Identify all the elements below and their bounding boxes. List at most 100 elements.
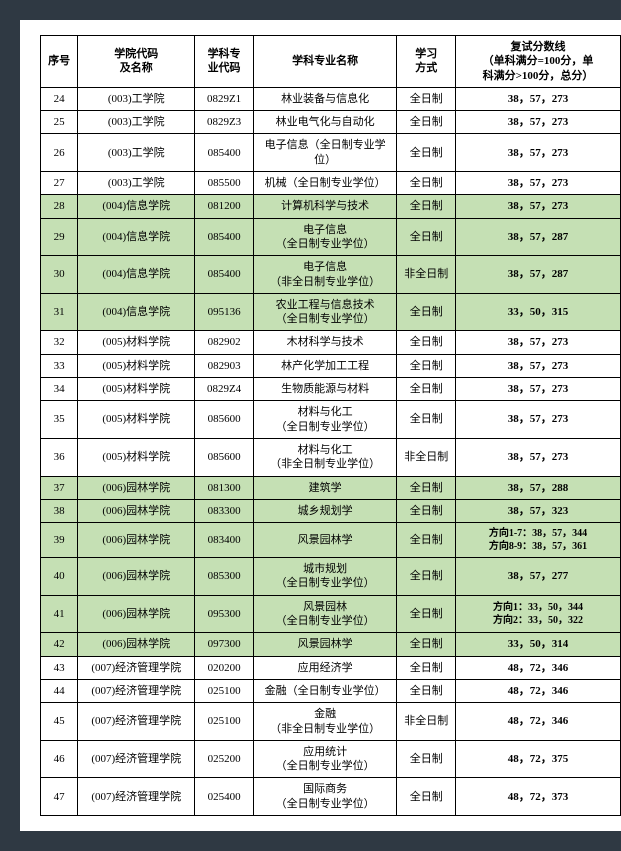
cell-score: 38，57，273: [456, 354, 621, 377]
table-row: 24(003)工学院0829Z1林业装备与信息化全日制38，57，273: [41, 87, 621, 110]
cell-major: 材料与化工（非全日制专业学位）: [253, 438, 397, 476]
cell-mode: 全日制: [397, 172, 456, 195]
cell-score: 38，57，273: [456, 134, 621, 172]
cell-seq: 32: [41, 331, 78, 354]
table-row: 34(005)材料学院0829Z4生物质能源与材料全日制38，57，273: [41, 378, 621, 401]
cell-score: 48，72，375: [456, 740, 621, 778]
cell-college: (005)材料学院: [78, 331, 195, 354]
cell-major: 建筑学: [253, 476, 397, 499]
cell-college: (005)材料学院: [78, 354, 195, 377]
table-row: 44(007)经济管理学院025100金融（全日制专业学位）全日制48，72，3…: [41, 679, 621, 702]
table-row: 47(007)经济管理学院025400国际商务（全日制专业学位）全日制48，72…: [41, 778, 621, 816]
cell-seq: 38: [41, 499, 78, 522]
cell-seq: 31: [41, 293, 78, 331]
cell-seq: 33: [41, 354, 78, 377]
table-row: 41(006)园林学院095300风景园林（全日制专业学位）全日制方向1：33，…: [41, 595, 621, 633]
cell-major: 风景园林（全日制专业学位）: [253, 595, 397, 633]
cell-seq: 24: [41, 87, 78, 110]
cell-college: (003)工学院: [78, 111, 195, 134]
cell-major: 生物质能源与材料: [253, 378, 397, 401]
cell-mode: 全日制: [397, 679, 456, 702]
cell-mode: 非全日制: [397, 703, 456, 741]
cell-score: 48，72，373: [456, 778, 621, 816]
cell-score: 38，57，277: [456, 558, 621, 596]
cell-score: 33，50，314: [456, 633, 621, 656]
cell-mode: 全日制: [397, 595, 456, 633]
cell-seq: 26: [41, 134, 78, 172]
cell-college: (004)信息学院: [78, 218, 195, 256]
cell-score: 38，57，273: [456, 87, 621, 110]
cell-code: 085400: [195, 218, 254, 256]
table-row: 27(003)工学院085500机械（全日制专业学位）全日制38，57，273: [41, 172, 621, 195]
cell-major: 机械（全日制专业学位）: [253, 172, 397, 195]
cell-code: 095300: [195, 595, 254, 633]
table-row: 33(005)材料学院082903林产化学加工工程全日制38，57，273: [41, 354, 621, 377]
cell-mode: 全日制: [397, 378, 456, 401]
cell-major: 材料与化工（全日制专业学位）: [253, 401, 397, 439]
cell-code: 085600: [195, 401, 254, 439]
header-row: 序号 学院代码及名称 学科专业代码 学科专业名称 学习方式 复试分数线（单科满分…: [41, 36, 621, 88]
table-header: 序号 学院代码及名称 学科专业代码 学科专业名称 学习方式 复试分数线（单科满分…: [41, 36, 621, 88]
cell-seq: 25: [41, 111, 78, 134]
cell-score: 38，57，287: [456, 218, 621, 256]
cell-score: 38，57，273: [456, 195, 621, 218]
cell-mode: 全日制: [397, 218, 456, 256]
cell-major: 应用统计（全日制专业学位）: [253, 740, 397, 778]
header-college: 学院代码及名称: [78, 36, 195, 88]
cell-score: 38，57，288: [456, 476, 621, 499]
cell-score: 38，57，273: [456, 378, 621, 401]
cell-score: 38，57，323: [456, 499, 621, 522]
cell-college: (004)信息学院: [78, 195, 195, 218]
cell-college: (003)工学院: [78, 172, 195, 195]
table-row: 40(006)园林学院085300城市规划（全日制专业学位）全日制38，57，2…: [41, 558, 621, 596]
cell-seq: 42: [41, 633, 78, 656]
header-major: 学科专业名称: [253, 36, 397, 88]
table-row: 46(007)经济管理学院025200应用统计（全日制专业学位）全日制48，72…: [41, 740, 621, 778]
cell-mode: 全日制: [397, 778, 456, 816]
cell-college: (007)经济管理学院: [78, 740, 195, 778]
cell-college: (004)信息学院: [78, 256, 195, 294]
cell-seq: 36: [41, 438, 78, 476]
table-row: 36(005)材料学院085600材料与化工（非全日制专业学位）非全日制38，5…: [41, 438, 621, 476]
cell-mode: 全日制: [397, 331, 456, 354]
cell-major: 电子信息（非全日制专业学位）: [253, 256, 397, 294]
cell-code: 025200: [195, 740, 254, 778]
table-row: 45(007)经济管理学院025100金融（非全日制专业学位）非全日制48，72…: [41, 703, 621, 741]
cell-mode: 全日制: [397, 523, 456, 558]
cell-code: 025100: [195, 679, 254, 702]
header-code: 学科专业代码: [195, 36, 254, 88]
cell-mode: 全日制: [397, 476, 456, 499]
table-row: 37(006)园林学院081300建筑学全日制38，57，288: [41, 476, 621, 499]
cell-college: (005)材料学院: [78, 378, 195, 401]
cell-code: 095136: [195, 293, 254, 331]
cell-major: 应用经济学: [253, 656, 397, 679]
cell-college: (006)园林学院: [78, 523, 195, 558]
table-row: 42(006)园林学院097300风景园林学全日制33，50，314: [41, 633, 621, 656]
cell-college: (005)材料学院: [78, 401, 195, 439]
cell-mode: 全日制: [397, 195, 456, 218]
cell-mode: 全日制: [397, 293, 456, 331]
cell-score: 38，57，273: [456, 438, 621, 476]
table-body: 24(003)工学院0829Z1林业装备与信息化全日制38，57，27325(0…: [41, 87, 621, 815]
cell-mode: 全日制: [397, 558, 456, 596]
cell-seq: 34: [41, 378, 78, 401]
cell-code: 025100: [195, 703, 254, 741]
cell-code: 081300: [195, 476, 254, 499]
cell-score: 48，72，346: [456, 679, 621, 702]
cell-major: 金融（非全日制专业学位）: [253, 703, 397, 741]
cell-college: (006)园林学院: [78, 499, 195, 522]
cell-code: 025400: [195, 778, 254, 816]
cell-major: 风景园林学: [253, 523, 397, 558]
cell-code: 085300: [195, 558, 254, 596]
header-mode: 学习方式: [397, 36, 456, 88]
cell-seq: 41: [41, 595, 78, 633]
cell-seq: 35: [41, 401, 78, 439]
cell-major: 农业工程与信息技术（全日制专业学位）: [253, 293, 397, 331]
page-container: 序号 学院代码及名称 学科专业代码 学科专业名称 学习方式 复试分数线（单科满分…: [20, 20, 621, 831]
cell-college: (006)园林学院: [78, 595, 195, 633]
cell-code: 0829Z1: [195, 87, 254, 110]
table-row: 25(003)工学院0829Z3林业电气化与自动化全日制38，57，273: [41, 111, 621, 134]
cell-mode: 全日制: [397, 499, 456, 522]
cell-code: 0829Z4: [195, 378, 254, 401]
cell-mode: 非全日制: [397, 438, 456, 476]
